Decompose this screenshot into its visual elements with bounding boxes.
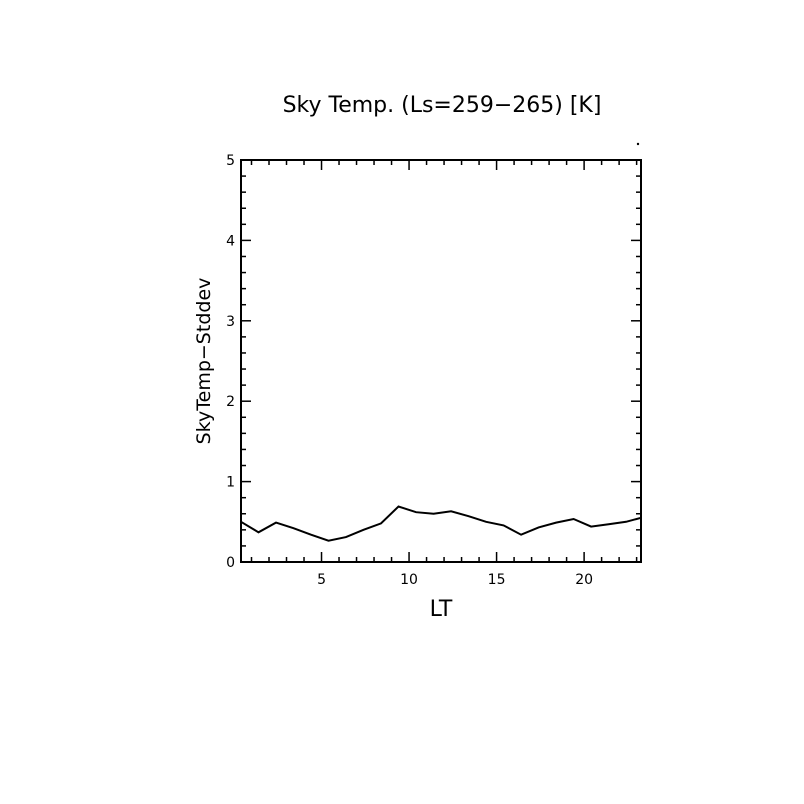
x-tick-label: 5	[317, 572, 326, 588]
plot-frame	[240, 159, 642, 563]
y-tick-label: 3	[226, 314, 235, 330]
x-tick-label: 20	[575, 572, 593, 588]
x-axis-label: LT	[430, 597, 453, 622]
y-tick-labels: 0 1 2 3 4 5	[226, 153, 235, 571]
y-axis-label: SkyTemp−Stddev	[193, 278, 215, 445]
y-tick-label: 2	[226, 394, 235, 410]
corner-dot	[636, 142, 640, 146]
series-line	[240, 505, 642, 542]
chart-title: Sky Temp. (Ls=259−265) [K]	[283, 93, 602, 118]
x-tick-labels: 5 10 15 20	[317, 572, 593, 588]
y-tick-label: 0	[226, 555, 235, 571]
x-tick-label: 10	[400, 572, 418, 588]
y-tick-label: 5	[226, 153, 235, 169]
y-tick-label: 4	[226, 233, 235, 249]
x-tick-label: 15	[488, 572, 506, 588]
y-tick-label: 1	[226, 475, 235, 491]
axis-ticks	[241, 160, 641, 562]
